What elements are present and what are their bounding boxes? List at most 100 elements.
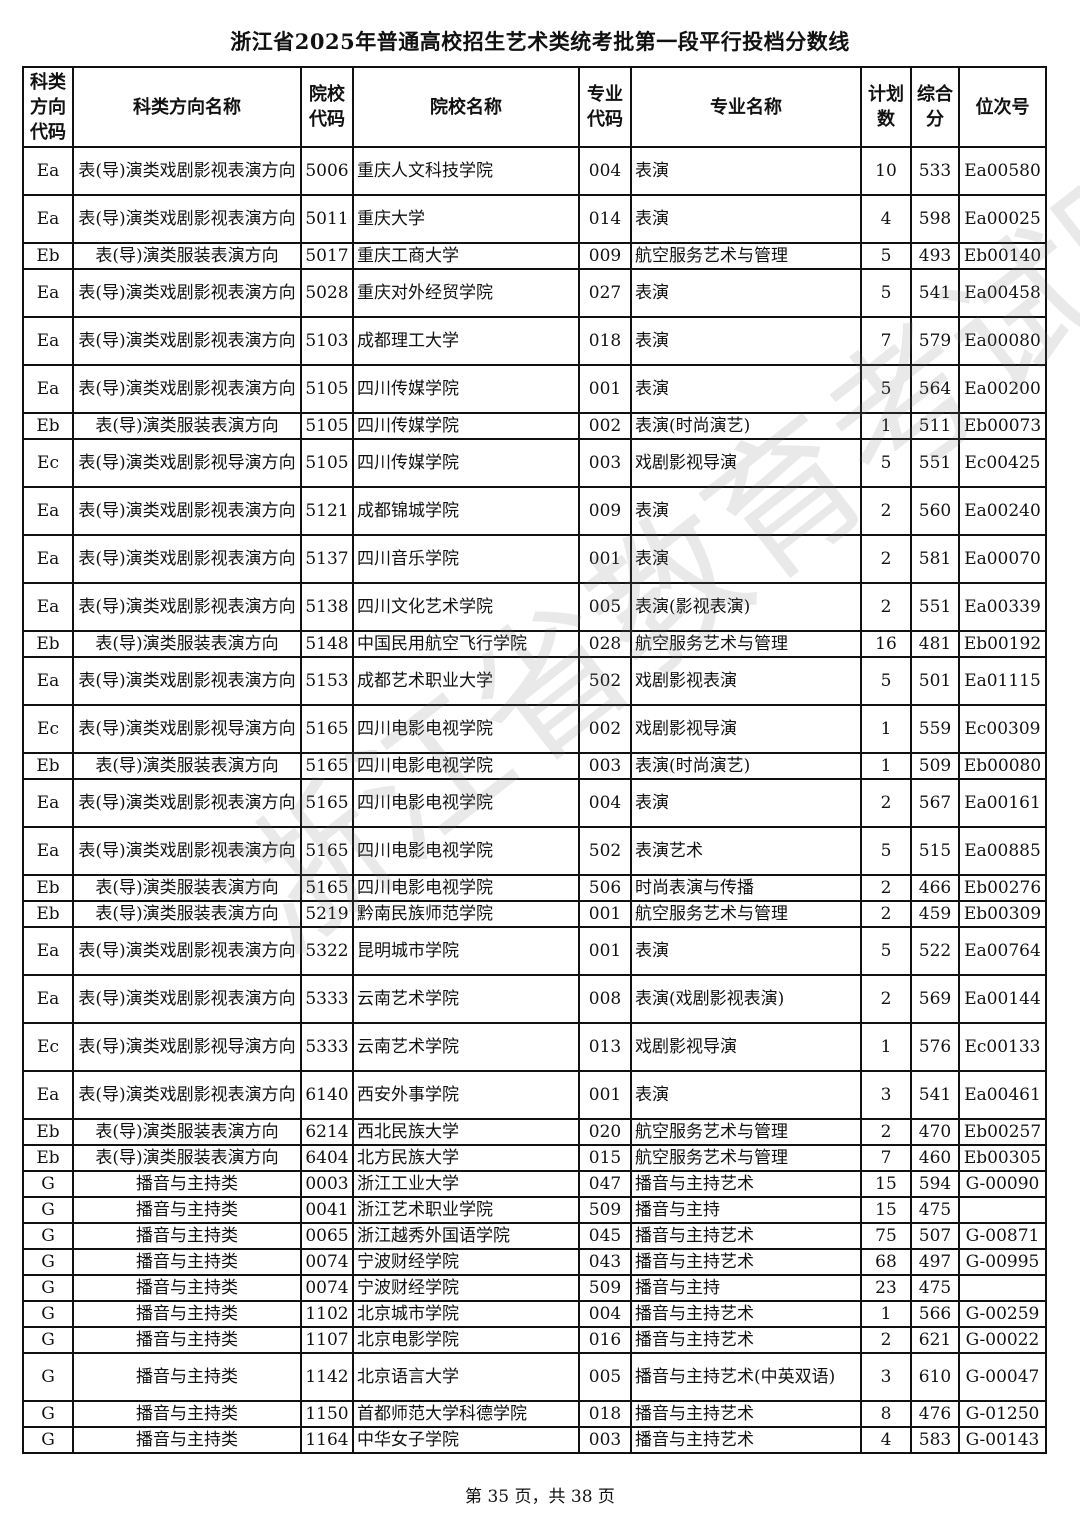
cell-school-name: 中华女子学院 xyxy=(352,1426,580,1454)
table-body: Ea 表(导)演类戏剧影视表演方向 5006 重庆人文科技学院 004 表演 10 533 Ea… xyxy=(22,146,1047,1454)
cell-school-name: 宁波财经学院 xyxy=(352,1248,580,1276)
cell-composite-score: 610 xyxy=(910,1352,960,1402)
cell-major-code: 502 xyxy=(578,826,632,876)
cell-plan-count: 2 xyxy=(860,778,912,828)
cell-direction-code: Ec xyxy=(22,438,74,488)
table-row: Ec 表(导)演类戏剧影视导演方向 5165 四川电影电视学院 002 戏剧影视导演 1 55… xyxy=(22,704,1047,754)
header-major-code: 专业代码 xyxy=(578,66,632,148)
cell-composite-score: 522 xyxy=(910,926,960,976)
cell-direction-name: 播音与主持类 xyxy=(72,1274,302,1302)
cell-direction-code: G xyxy=(22,1326,74,1354)
cell-direction-code: G xyxy=(22,1300,74,1328)
cell-major-name: 表演 xyxy=(630,194,862,244)
cell-major-code: 005 xyxy=(578,1352,632,1402)
cell-major-code: 045 xyxy=(578,1222,632,1250)
cell-direction-name: 表(导)演类戏剧影视表演方向 xyxy=(72,486,302,536)
cell-plan-count: 5 xyxy=(860,268,912,318)
cell-plan-count: 7 xyxy=(860,1144,912,1172)
cell-school-name: 四川音乐学院 xyxy=(352,534,580,584)
cell-major-name: 航空服务艺术与管理 xyxy=(630,1118,862,1146)
cell-school-code: 5138 xyxy=(300,582,354,632)
cell-school-name: 重庆大学 xyxy=(352,194,580,244)
cell-school-code: 5006 xyxy=(300,146,354,196)
cell-rank-number: Ec00133 xyxy=(958,1022,1047,1072)
cell-major-name: 航空服务艺术与管理 xyxy=(630,1144,862,1172)
cell-major-name: 播音与主持艺术 xyxy=(630,1400,862,1428)
cell-direction-name: 表(导)演类戏剧影视表演方向 xyxy=(72,656,302,706)
cell-plan-count: 3 xyxy=(860,1352,912,1402)
cell-rank-number: Ea00461 xyxy=(958,1070,1047,1120)
cell-school-name: 四川传媒学院 xyxy=(352,438,580,488)
cell-major-name: 戏剧影视导演 xyxy=(630,1022,862,1072)
cell-plan-count: 1 xyxy=(860,752,912,780)
cell-school-name: 四川传媒学院 xyxy=(352,412,580,440)
cell-major-name: 戏剧影视导演 xyxy=(630,704,862,754)
table-row: Ea 表(导)演类戏剧影视表演方向 5011 重庆大学 014 表演 4 598 Ea00025 xyxy=(22,194,1047,244)
cell-major-name: 表演 xyxy=(630,1070,862,1120)
cell-rank-number: G-00047 xyxy=(958,1352,1047,1402)
cell-direction-name: 表(导)演类服装表演方向 xyxy=(72,412,302,440)
cell-school-code: 5103 xyxy=(300,316,354,366)
table-row: Ea 表(导)演类戏剧影视表演方向 5137 四川音乐学院 001 表演 2 581 Ea000… xyxy=(22,534,1047,584)
cell-plan-count: 1 xyxy=(860,412,912,440)
table-row: Ea 表(导)演类戏剧影视表演方向 5322 昆明城市学院 001 表演 5 522 Ea007… xyxy=(22,926,1047,976)
cell-school-code: 0065 xyxy=(300,1222,354,1250)
cell-composite-score: 507 xyxy=(910,1222,960,1250)
cell-plan-count: 2 xyxy=(860,534,912,584)
cell-plan-count: 2 xyxy=(860,874,912,902)
cell-direction-code: G xyxy=(22,1400,74,1428)
cell-composite-score: 470 xyxy=(910,1118,960,1146)
cell-plan-count: 68 xyxy=(860,1248,912,1276)
cell-major-name: 航空服务艺术与管理 xyxy=(630,900,862,928)
cell-rank-number: G-00143 xyxy=(958,1426,1047,1454)
cell-major-code: 009 xyxy=(578,486,632,536)
cell-rank-number: G-00090 xyxy=(958,1170,1047,1198)
cell-major-code: 018 xyxy=(578,1400,632,1428)
header-school-code: 院校代码 xyxy=(300,66,354,148)
cell-composite-score: 598 xyxy=(910,194,960,244)
cell-rank-number: Eb00309 xyxy=(958,900,1047,928)
cell-major-code: 027 xyxy=(578,268,632,318)
table-row: G 播音与主持类 0003 浙江工业大学 047 播音与主持艺术 15 594 G-00090 xyxy=(22,1170,1047,1198)
cell-direction-name: 表(导)演类服装表演方向 xyxy=(72,1118,302,1146)
cell-plan-count: 15 xyxy=(860,1170,912,1198)
cell-plan-count: 2 xyxy=(860,486,912,536)
cell-direction-code: G xyxy=(22,1274,74,1302)
cell-plan-count: 2 xyxy=(860,582,912,632)
cell-composite-score: 541 xyxy=(910,268,960,318)
cell-school-code: 0041 xyxy=(300,1196,354,1224)
cell-major-name: 播音与主持艺术 xyxy=(630,1300,862,1328)
cell-rank-number: Ea00458 xyxy=(958,268,1047,318)
cell-school-name: 成都锦城学院 xyxy=(352,486,580,536)
cell-major-code: 001 xyxy=(578,364,632,414)
cell-direction-code: G xyxy=(22,1196,74,1224)
cell-major-name: 表演 xyxy=(630,926,862,976)
cell-school-code: 1102 xyxy=(300,1300,354,1328)
cell-major-name: 戏剧影视导演 xyxy=(630,438,862,488)
score-table: 科类方向代码 科类方向名称 院校代码 院校名称 专业代码 专业名称 计划数 综合… xyxy=(22,66,1047,1454)
cell-major-name: 表演 xyxy=(630,778,862,828)
cell-major-name: 播音与主持艺术 xyxy=(630,1222,862,1250)
cell-rank-number: G-01250 xyxy=(958,1400,1047,1428)
cell-direction-code: Ec xyxy=(22,1022,74,1072)
table-row: Eb 表(导)演类服装表演方向 5105 四川传媒学院 002 表演(时尚演艺) 1 511 E… xyxy=(22,412,1047,440)
cell-plan-count: 5 xyxy=(860,438,912,488)
cell-school-name: 四川传媒学院 xyxy=(352,364,580,414)
table-row: G 播音与主持类 1164 中华女子学院 003 播音与主持艺术 4 583 G-00143 xyxy=(22,1426,1047,1454)
table-row: Ea 表(导)演类戏剧影视表演方向 6140 西安外事学院 001 表演 3 541 Ea004… xyxy=(22,1070,1047,1120)
cell-direction-name: 播音与主持类 xyxy=(72,1222,302,1250)
cell-rank-number: Ea00339 xyxy=(958,582,1047,632)
cell-direction-name: 播音与主持类 xyxy=(72,1426,302,1454)
cell-major-name: 航空服务艺术与管理 xyxy=(630,242,862,270)
cell-direction-name: 表(导)演类戏剧影视导演方向 xyxy=(72,1022,302,1072)
cell-plan-count: 16 xyxy=(860,630,912,658)
cell-plan-count: 7 xyxy=(860,316,912,366)
cell-major-code: 001 xyxy=(578,926,632,976)
cell-composite-score: 466 xyxy=(910,874,960,902)
cell-direction-code: Ea xyxy=(22,656,74,706)
cell-composite-score: 475 xyxy=(910,1274,960,1302)
cell-school-name: 浙江艺术职业学院 xyxy=(352,1196,580,1224)
cell-direction-code: G xyxy=(22,1170,74,1198)
cell-school-code: 5105 xyxy=(300,412,354,440)
cell-composite-score: 460 xyxy=(910,1144,960,1172)
